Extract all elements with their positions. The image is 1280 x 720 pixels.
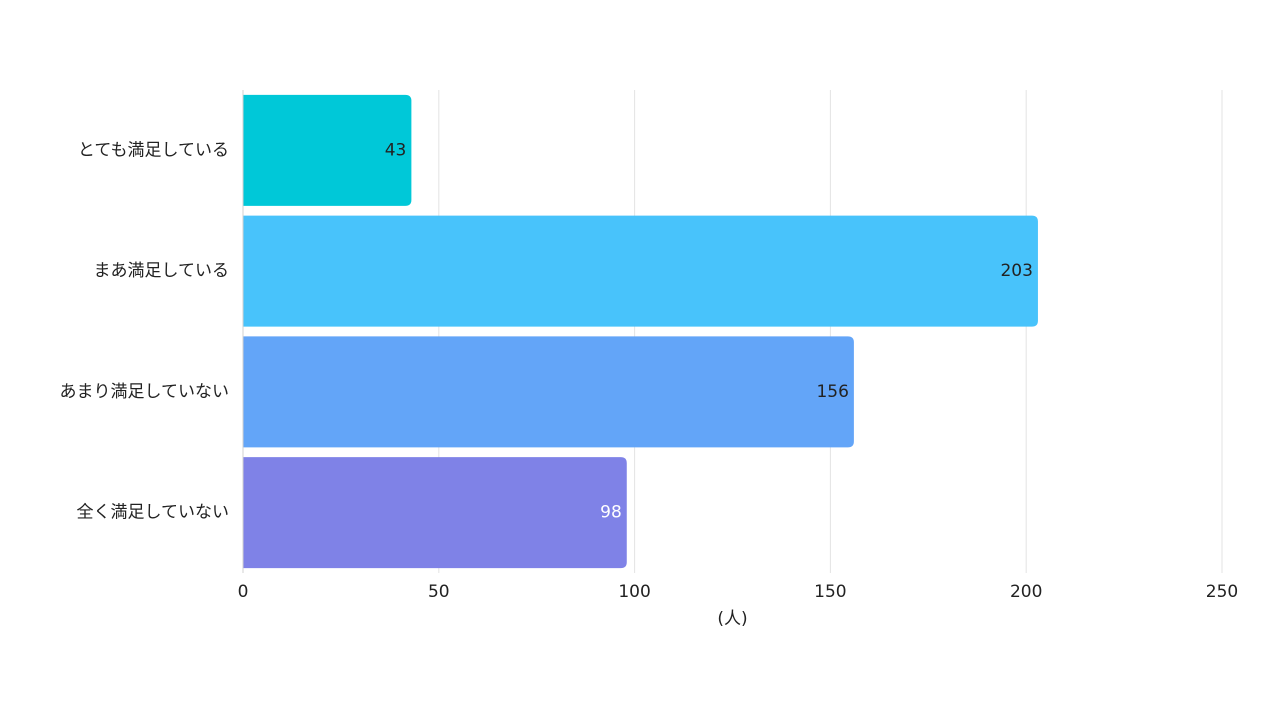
data-label: 203	[1000, 261, 1032, 281]
category-label: あまり満足していない	[60, 382, 230, 402]
x-tick-label: 200	[1010, 582, 1042, 602]
x-tick-label: 100	[618, 582, 650, 602]
x-axis-title: (人)	[717, 609, 747, 629]
category-label: とても満足している	[78, 140, 229, 160]
category-label: まあ満足している	[94, 261, 230, 281]
data-label: 98	[600, 503, 622, 523]
data-label: 156	[816, 382, 848, 402]
bar	[243, 336, 854, 448]
x-tick-labels: 0 50 100 150 200 250	[238, 582, 1239, 602]
category-label: 全く満足していない	[77, 503, 230, 523]
x-tick-label: 0	[238, 582, 249, 602]
bar	[243, 215, 1038, 327]
bar	[243, 94, 412, 206]
bars: 43 203 156 98	[243, 94, 1038, 569]
x-tick-label: 250	[1206, 582, 1238, 602]
x-tick-label: 50	[428, 582, 450, 602]
bar	[243, 457, 627, 569]
data-label: 43	[385, 140, 407, 160]
x-tick-label: 150	[814, 582, 846, 602]
